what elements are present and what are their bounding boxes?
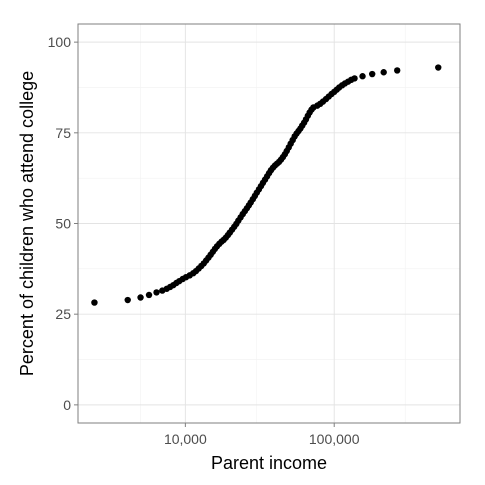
y-tick-label: 50 xyxy=(55,216,71,232)
data-point xyxy=(359,73,366,80)
data-point xyxy=(153,289,160,296)
data-point xyxy=(394,67,401,74)
y-tick-label: 75 xyxy=(55,125,71,141)
data-point xyxy=(380,69,387,76)
data-point xyxy=(145,291,153,299)
data-point xyxy=(351,75,358,82)
x-axis-title: Parent income xyxy=(211,453,327,473)
data-point xyxy=(91,299,98,306)
y-tick-label: 0 xyxy=(63,397,71,413)
x-tick-label: 100,000 xyxy=(309,431,360,447)
axes: 0 25 50 75 100 10,000 100,000 xyxy=(48,34,360,447)
y-axis-title: Percent of children who attend college xyxy=(17,71,37,376)
x-tick-label: 10,000 xyxy=(164,431,207,447)
y-tick-label: 25 xyxy=(55,306,71,322)
y-tick-label: 100 xyxy=(48,34,72,50)
data-point xyxy=(124,296,131,304)
data-point xyxy=(369,70,376,78)
data-points xyxy=(91,64,442,306)
data-point xyxy=(435,64,442,71)
data-point xyxy=(137,294,144,301)
